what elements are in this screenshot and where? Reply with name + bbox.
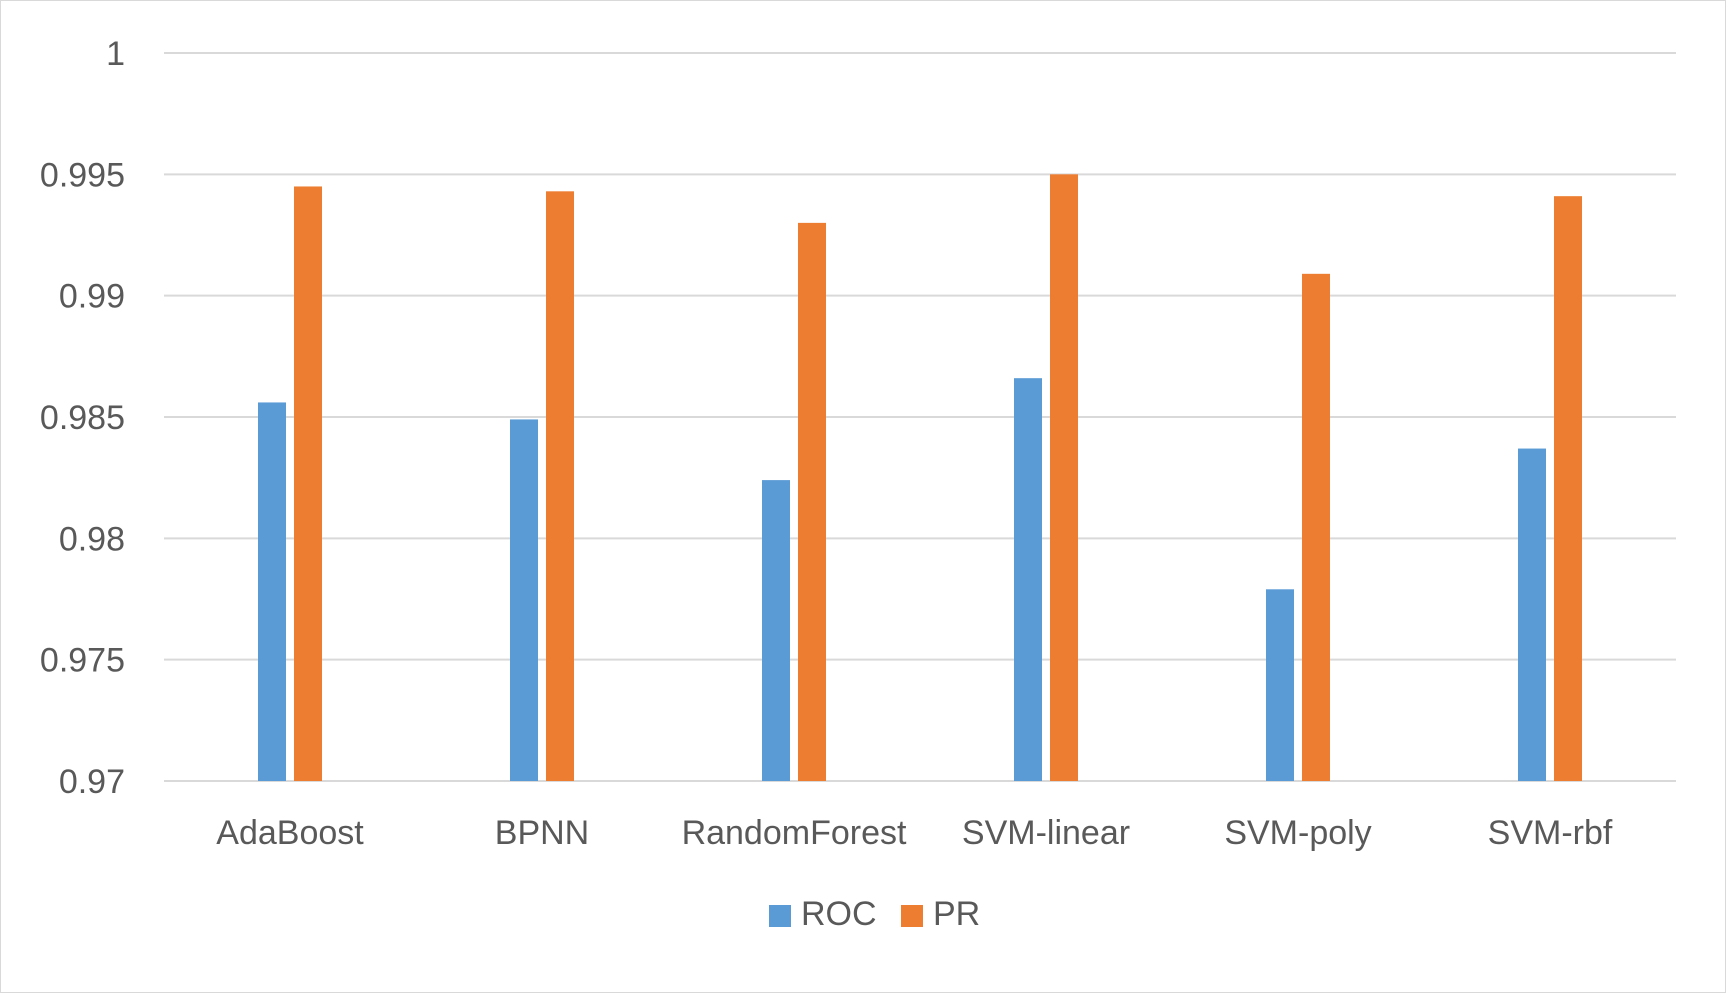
bar-pr-svm-poly	[1302, 273, 1330, 781]
legend: ROC PR	[769, 895, 980, 933]
x-tick-label: RandomForest	[682, 814, 907, 852]
bar-roc-svm-linear	[1014, 378, 1042, 781]
x-tick-label: AdaBoost	[216, 814, 364, 852]
y-axis-ticks: 0.97 0.975 0.98 0.985 0.99 0.995 1	[40, 35, 125, 801]
y-tick-label: 0.995	[40, 156, 125, 194]
bar-pr-adaboost	[294, 186, 322, 781]
legend-label-pr: PR	[933, 895, 980, 933]
x-tick-label: SVM-rbf	[1488, 814, 1613, 852]
y-tick-label: 0.975	[40, 642, 125, 680]
bar-roc-adaboost	[258, 402, 286, 781]
legend-swatch-roc	[769, 905, 791, 927]
bar-pr-randomforest	[798, 222, 826, 781]
x-axis-ticks: AdaBoost BPNN RandomForest SVM-linear SVM-po…	[216, 814, 1613, 852]
x-tick-label: SVM-linear	[962, 814, 1130, 852]
x-tick-label: SVM-poly	[1224, 814, 1371, 852]
bar-pr-svm-rbf	[1554, 196, 1582, 781]
bar-pr-bpnn	[546, 191, 574, 781]
legend-swatch-pr	[901, 905, 923, 927]
y-tick-label: 0.98	[59, 520, 125, 558]
gridlines	[164, 52, 1676, 782]
x-tick-label: BPNN	[495, 814, 589, 852]
bar-roc-randomforest	[762, 480, 790, 781]
y-tick-label: 0.99	[59, 278, 125, 316]
bar-roc-svm-poly	[1266, 589, 1294, 781]
y-tick-label: 0.985	[40, 399, 125, 437]
bar-roc-svm-rbf	[1518, 448, 1546, 781]
bar-roc-bpnn	[510, 419, 538, 781]
y-tick-label: 0.97	[59, 763, 125, 801]
legend-label-roc: ROC	[801, 895, 877, 933]
y-tick-label: 1	[106, 35, 125, 73]
bar-pr-svm-linear	[1050, 174, 1078, 782]
bars	[258, 174, 1582, 782]
